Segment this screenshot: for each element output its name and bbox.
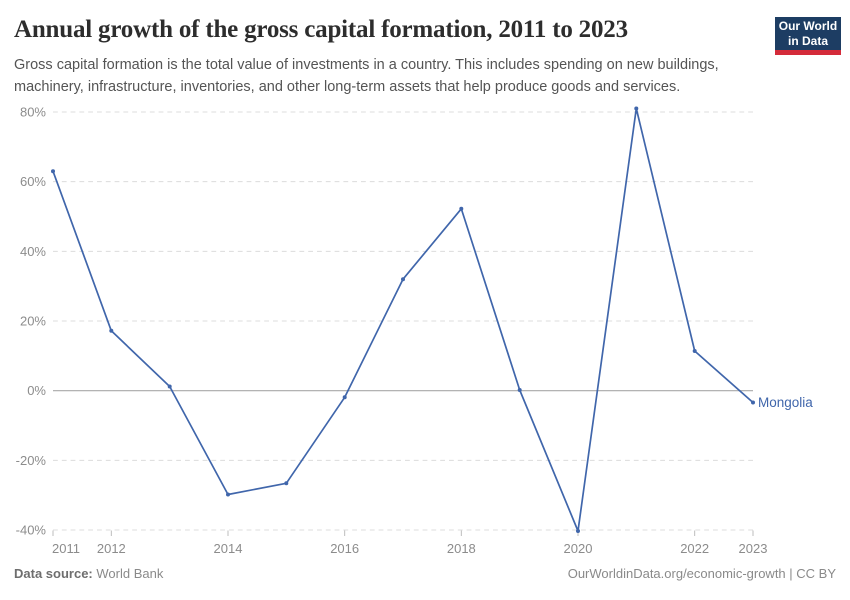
data-point-2013[interactable] [167,384,172,389]
data-point-2020[interactable] [576,529,580,533]
y-axis-label: 40% [20,244,46,259]
x-axis-label: 2022 [680,541,709,556]
data-point-2016[interactable] [342,395,347,400]
logo-line2: in Data [787,34,828,48]
data-point-2014[interactable] [226,492,230,497]
y-axis-label: -40% [16,523,47,538]
data-source: Data source: World Bank [14,566,163,581]
chart-footer: Data source: World Bank OurWorldinData.o… [14,566,836,581]
data-point-2022[interactable] [692,349,697,353]
data-point-2011[interactable] [51,169,55,174]
x-axis-label: 2020 [564,541,593,556]
page-title: Annual growth of the gross capital forma… [14,16,628,43]
y-axis-label: -20% [16,453,47,468]
x-axis-label: 2023 [739,541,768,556]
y-axis-label: 0% [27,383,46,398]
x-axis-label: 2014 [214,541,243,556]
series-label[interactable]: Mongolia [758,395,813,410]
trend-line[interactable] [52,107,754,532]
chart-subtitle: Gross capital formation is the total val… [14,57,719,95]
data-point-2017[interactable] [401,277,405,282]
data-point-2023[interactable] [751,400,755,405]
data-source-label: Data source: [14,566,93,581]
x-axis-label: 2011 [52,541,80,556]
x-axis-label: 2012 [97,541,126,556]
x-axis-label: 2018 [447,541,476,556]
data-point-2012[interactable] [109,328,114,333]
data-point-2018[interactable] [459,206,464,211]
data-point-2021[interactable] [634,106,639,111]
x-axis-label: 2016 [330,541,359,556]
y-axis-label: 80% [20,105,46,120]
data-point-2015[interactable] [284,481,289,486]
data-point-2019[interactable] [517,388,522,392]
data-source-value: World Bank [96,566,164,581]
logo-line1: Our World [778,19,838,33]
footer-credit-link[interactable]: OurWorldinData.org/economic-growth | CC … [567,566,836,581]
y-axis-label: 60% [20,174,46,189]
owid-logo[interactable]: Our World in Data [775,17,841,55]
y-axis-label: 20% [20,314,46,329]
